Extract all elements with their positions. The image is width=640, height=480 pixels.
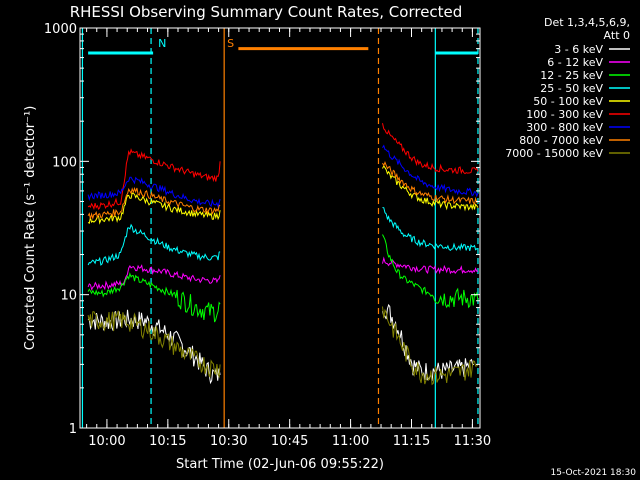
overlay-layer (81, 28, 479, 428)
series-line-7-seg-0 (87, 186, 221, 221)
series-layer (87, 123, 479, 386)
y-tick-label: 10 (60, 289, 77, 304)
annotation-S: S (227, 37, 234, 50)
series-line-3-seg-0 (87, 223, 221, 266)
series-line-2-seg-0 (87, 272, 221, 323)
series-line-5-seg-1 (382, 123, 479, 175)
series-line-6-seg-0 (87, 176, 221, 209)
series-line-1-seg-1 (382, 256, 478, 275)
x-axis-label: Start Time (02-Jun-06 09:55:22) (176, 457, 384, 472)
legend-label: 100 - 300 keV (526, 108, 603, 121)
footer-timestamp: 15-Oct-2021 18:30 (551, 468, 637, 478)
annotation-N: N (158, 37, 166, 50)
y-tick-label: 1000 (44, 22, 77, 37)
legend-label: 6 - 12 keV (547, 56, 603, 69)
series-line-4-seg-0 (87, 192, 221, 225)
x-tick-label: 10:30 (210, 434, 247, 449)
x-tick-label: 10:00 (88, 434, 125, 449)
legend-label: 300 - 800 keV (526, 121, 603, 134)
series-line-2-seg-1 (382, 234, 479, 309)
legend-label: 3 - 6 keV (554, 43, 603, 56)
y-tick-label: 100 (52, 155, 77, 170)
legend-label: 12 - 25 keV (540, 69, 603, 82)
series-line-3-seg-1 (382, 207, 479, 252)
legend-header-detectors: Det 1,3,4,5,6,9, (544, 16, 630, 29)
plot-area (81, 28, 479, 428)
x-tick-label: 11:15 (393, 434, 430, 449)
y-tick-label: 1 (69, 422, 77, 437)
chart-title: RHESSI Observing Summary Count Rates, Co… (70, 3, 463, 21)
legend-label: 800 - 7000 keV (519, 134, 603, 147)
series-line-8-seg-1 (382, 306, 479, 386)
legend-label: 50 - 100 keV (533, 95, 603, 108)
y-axis-label: Corrected Count Rate (s⁻¹ detector⁻¹) (23, 106, 38, 351)
series-line-1-seg-0 (87, 264, 221, 291)
x-tick-label: 10:15 (149, 434, 186, 449)
series-line-0-seg-1 (382, 303, 475, 381)
x-tick-label: 11:00 (332, 434, 369, 449)
x-tick-label: 10:45 (271, 434, 308, 449)
legend-label: 25 - 50 keV (540, 82, 603, 95)
series-line-5-seg-0 (87, 148, 221, 211)
x-axis: 10:00 10:15 10:30 10:45 11:00 11:15 11:30 (86, 28, 491, 449)
legend-header-attenuator: Att 0 (604, 29, 630, 42)
y-axis: 1 10 100 1000 (44, 22, 480, 437)
legend-label: 7000 - 15000 keV (505, 147, 603, 160)
series-line-8-seg-0 (87, 310, 221, 379)
series-line-6-seg-1 (382, 144, 479, 198)
x-tick-label: 11:30 (454, 434, 491, 449)
series-line-7-seg-1 (382, 161, 479, 206)
series-line-4-seg-1 (382, 164, 479, 212)
